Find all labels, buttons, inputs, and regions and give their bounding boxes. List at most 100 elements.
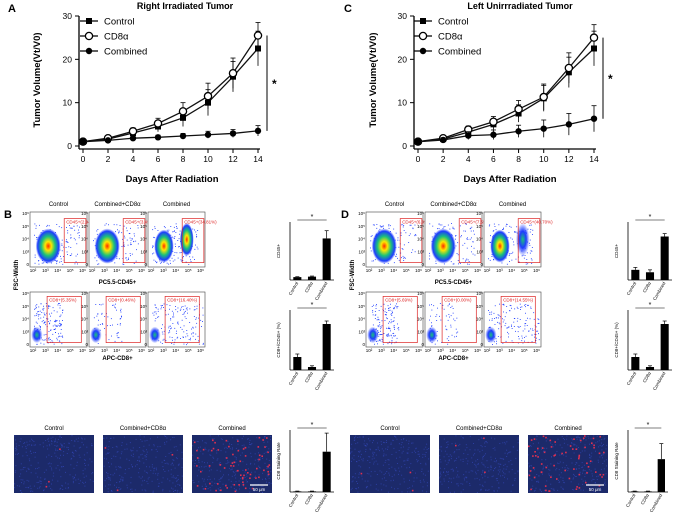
ihc-nucleus	[558, 474, 560, 476]
ihc-nucleus	[63, 454, 64, 456]
flow-dot	[123, 225, 125, 227]
flow-dot	[471, 251, 472, 253]
flow-dot	[177, 322, 178, 324]
ihc-cd8-cell	[593, 446, 595, 449]
ihc-nucleus	[563, 482, 565, 484]
ihc-nucleus	[383, 453, 385, 455]
flow-dot	[120, 308, 122, 310]
ihc-nucleus	[598, 461, 599, 463]
cd45-axis-label: PC5.5-CD45+	[99, 280, 137, 286]
flow-x-tick: 10³	[160, 348, 167, 353]
flow-dot	[414, 234, 416, 235]
flow-dot	[451, 334, 453, 336]
ihc-nucleus	[579, 471, 581, 473]
ihc-nucleus	[355, 443, 357, 445]
ihc-nucleus	[511, 469, 513, 471]
flow-dot	[116, 257, 118, 259]
ihc-nucleus	[82, 481, 84, 483]
flow-dot	[178, 238, 180, 240]
flow-dot	[489, 241, 491, 243]
ihc-nucleus	[166, 437, 168, 439]
ihc-nucleus	[54, 452, 56, 454]
ihc-nucleus	[465, 476, 467, 478]
ihc-nucleus	[589, 462, 591, 464]
flow-dot	[192, 256, 194, 258]
flow-dot	[73, 237, 75, 239]
flow-dot	[447, 224, 449, 226]
ihc-nucleus	[162, 488, 164, 490]
ihc-nucleus	[130, 449, 132, 451]
ihc-nucleus	[249, 491, 251, 493]
ihc-cd8-cell	[267, 451, 269, 454]
ihc-nucleus	[56, 441, 58, 443]
flow-dot	[61, 243, 63, 245]
ihc-nucleus	[443, 478, 445, 480]
ihc-nucleus	[581, 462, 583, 464]
flow-dot	[376, 227, 378, 229]
flow-dot	[493, 259, 495, 261]
flow-dot	[400, 232, 402, 234]
fsc-axis-label: FSC-Width	[14, 259, 20, 290]
flow-y-tick: 10⁶	[81, 291, 88, 296]
ihc-nucleus	[250, 452, 252, 454]
ihc-nucleus	[43, 490, 44, 492]
ihc-nucleus	[443, 456, 445, 458]
flow-dot	[69, 255, 71, 256]
flow-dot	[78, 237, 80, 239]
flow-dot	[503, 228, 504, 230]
ihc-nucleus	[237, 443, 239, 445]
flow-dot	[36, 237, 37, 238]
ihc-nucleus	[384, 461, 386, 463]
ihc-nucleus	[48, 454, 50, 456]
ihc-nucleus	[249, 444, 251, 445]
flow-dot	[374, 314, 376, 316]
ihc-nucleus	[203, 466, 205, 468]
flow-dot	[195, 318, 197, 320]
ihc-nucleus	[448, 487, 449, 489]
flow-dot	[97, 324, 99, 326]
flow-dot	[125, 257, 127, 259]
ihc-nucleus	[542, 473, 543, 475]
flow-dot	[136, 249, 137, 251]
flow-dot	[389, 328, 390, 329]
ihc-nucleus	[78, 447, 80, 449]
flow-dot	[492, 344, 493, 345]
ihc-nucleus	[373, 461, 375, 463]
flow-dot	[501, 326, 502, 328]
flow-dot	[104, 224, 106, 226]
flow-dot	[370, 247, 371, 249]
flow-dot	[35, 307, 37, 308]
flow-dot	[397, 306, 399, 307]
flow-dot	[41, 321, 43, 323]
ihc-nucleus	[47, 463, 49, 465]
flow-y-tick: 10⁶	[22, 291, 29, 296]
flow-dot	[501, 262, 503, 264]
flow-dot	[170, 262, 171, 264]
flow-dot	[123, 244, 125, 246]
flow-dot	[394, 335, 396, 337]
flow-dot	[384, 308, 386, 310]
ihc-nucleus	[589, 488, 591, 490]
y-axis-label: Tumor Volume(Vt/V0)	[368, 32, 379, 127]
ihc-nucleus	[27, 444, 29, 446]
flow-dot	[63, 256, 64, 257]
flow-dot	[60, 325, 62, 327]
x-tick-label: 6	[156, 154, 161, 164]
flow-dot	[531, 263, 533, 264]
flow-dot	[454, 320, 456, 322]
flow-dot	[506, 223, 507, 225]
ihc-nucleus	[60, 454, 61, 456]
ihc-cd8-cell	[483, 437, 485, 440]
ihc-nucleus	[207, 488, 209, 490]
ihc-nucleus	[539, 488, 541, 490]
flow-y-tick: 10³	[81, 249, 88, 254]
ihc-nucleus	[456, 467, 457, 469]
flow-dot	[452, 308, 454, 309]
flow-dot	[126, 230, 128, 232]
ihc-nucleus	[366, 444, 368, 446]
ihc-nucleus	[155, 473, 157, 475]
flow-dot	[35, 308, 37, 310]
flow-density-cluster	[367, 326, 379, 344]
flow-dot	[374, 311, 376, 312]
flow-dot	[391, 340, 393, 341]
